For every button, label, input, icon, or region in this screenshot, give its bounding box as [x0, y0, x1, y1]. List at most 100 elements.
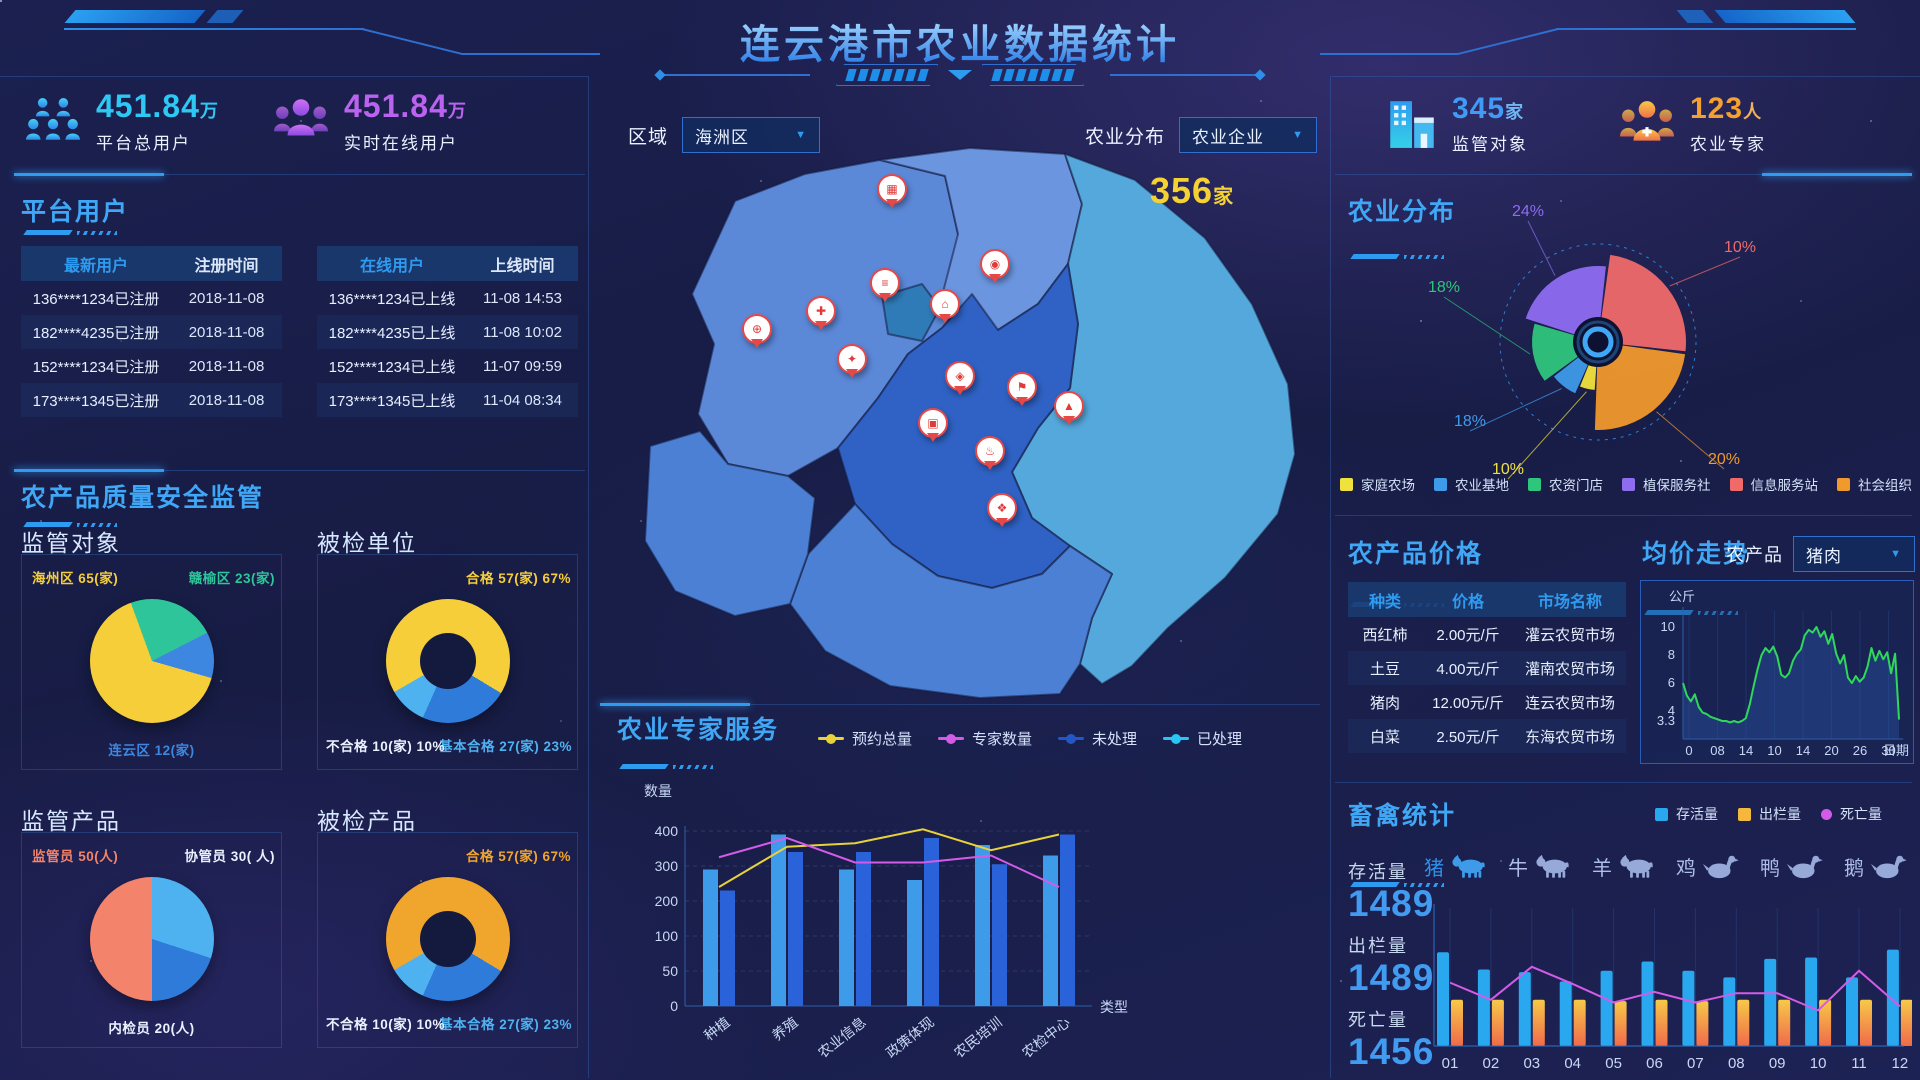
chart-box: 海州区 65(家) 赣榆区 23(家) 连云区 12(家): [21, 554, 282, 770]
map-marker[interactable]: ❖: [987, 493, 1017, 523]
legend-item-信息服务站[interactable]: 信息服务站: [1729, 474, 1818, 494]
svg-text:6: 6: [1668, 675, 1675, 690]
pie-label: 基本合格 27(家) 23%: [438, 739, 572, 754]
pie-label: 监管员 50(人): [32, 849, 119, 864]
legend-label: 死亡量: [1840, 806, 1882, 822]
table-row: 136****1234已注册 2018-11-08: [32, 289, 265, 308]
legend-item-死亡量[interactable]: 死亡量: [1821, 804, 1882, 824]
stat-value: 123: [1690, 92, 1744, 125]
region-select-value: 海洲区: [695, 127, 750, 147]
divider-vertical-left: [588, 76, 589, 1078]
marker-glyph-icon: ▲: [1063, 399, 1075, 413]
product-select[interactable]: 猪肉 ▼: [1793, 536, 1915, 572]
distribution-select[interactable]: 农业企业 ▼: [1179, 117, 1318, 153]
chevron-down-icon: ▼: [1890, 548, 1902, 560]
map-marker[interactable]: ⌂: [930, 289, 960, 319]
legend-item-专家数量[interactable]: 专家数量: [938, 728, 1032, 749]
pie-label: 合格 57(家) 67%: [465, 571, 571, 586]
animal-label: 猪: [1424, 858, 1444, 880]
corner-bracket: [317, 832, 333, 848]
legend-item-已处理[interactable]: 已处理: [1163, 728, 1242, 749]
section-title-livestock: 畜禽统计: [1348, 802, 1457, 830]
region-select[interactable]: 海洲区 ▼: [682, 117, 821, 153]
监管产品-pie: [89, 877, 214, 1001]
map-marker[interactable]: ✦: [837, 344, 867, 374]
map-marker[interactable]: ✚: [806, 296, 836, 326]
svg-text:06: 06: [1646, 1055, 1663, 1072]
table-row: 西红柿 2.00元/斤 灌云农贸市场: [1362, 626, 1615, 644]
table-header: 种类 价格 市场名称: [1348, 582, 1626, 617]
experts-icon: [1620, 100, 1674, 141]
animal-label: 牛: [1508, 858, 1528, 880]
divider-right-stats: [1335, 173, 1912, 176]
map-marker[interactable]: ▦: [877, 174, 907, 204]
map-marker[interactable]: ♨: [975, 436, 1005, 466]
animal-label: 鸡: [1676, 858, 1696, 880]
users-group-icon: [26, 98, 80, 140]
animal-猪[interactable]: 猪: [1424, 852, 1488, 881]
map-marker[interactable]: ▲: [1054, 391, 1084, 421]
legend-item-未处理[interactable]: 未处理: [1058, 728, 1137, 749]
legend-item-家庭农场[interactable]: 家庭农场: [1340, 474, 1415, 494]
svg-text:03: 03: [1523, 1055, 1540, 1072]
animal-selector: 猪 牛 羊鸡 鸭鹅: [1424, 852, 1908, 881]
animal-牛-icon: [1534, 853, 1572, 880]
map-marker[interactable]: ◉: [980, 249, 1010, 279]
chart-box: 监管员 50(人) 协管员 30( 人) 内检员 20(人): [21, 832, 282, 1048]
map-marker[interactable]: ▣: [918, 408, 948, 438]
map-marker[interactable]: ≡: [870, 268, 900, 298]
legend-item-预约总量[interactable]: 预约总量: [818, 728, 912, 749]
corner-bracket: [266, 754, 282, 770]
animal-猪-icon: [1450, 853, 1488, 880]
chart-subtitle: 监管产品: [21, 808, 121, 834]
animal-羊[interactable]: 羊: [1592, 852, 1656, 881]
section-title-expert: 农业专家服务: [617, 716, 780, 744]
corner-bracket: [266, 1032, 282, 1048]
region-map: ▦ ◉ ≡ ⌂ ✚ ⊕ ✦ ◈ ⚑ ▲ ▣ ♨ ❖: [640, 146, 1320, 700]
legend-item-农业基地[interactable]: 农业基地: [1434, 474, 1509, 494]
corner-bracket: [21, 1032, 37, 1048]
pie-label: 赣榆区 23(家): [188, 571, 275, 586]
animal-牛[interactable]: 牛: [1508, 852, 1572, 881]
table-newest-users: 最新用户 注册时间 136****1234已注册 2018-11-08 182**…: [21, 246, 282, 417]
legend-item-出栏量[interactable]: 出栏量: [1738, 804, 1801, 824]
legend-item-社会组织[interactable]: 社会组织: [1837, 474, 1912, 494]
legend-item-存活量[interactable]: 存活量: [1655, 804, 1718, 824]
pie-label: 协管员 30( 人): [184, 849, 275, 864]
legend-swatch: [1528, 477, 1541, 491]
title-underline: [1642, 608, 1738, 616]
animal-鸭[interactable]: 鸭: [1760, 852, 1824, 881]
chevron-down-icon: ▼: [795, 129, 808, 141]
map-marker[interactable]: ◈: [945, 361, 975, 391]
animal-羊-icon: [1618, 853, 1656, 880]
pie-label: 合格 57(家) 67%: [465, 849, 571, 864]
table-online-users: 在线用户 上线时间 136****1234已上线 11-08 14:53 182*…: [317, 246, 578, 417]
stat-online-users: 451.84万 实时在线用户: [274, 88, 466, 154]
svg-text:农业信息: 农业信息: [815, 1014, 869, 1061]
legend-label: 社会组织: [1858, 478, 1912, 493]
pie-label: 内检员 20(人): [108, 1021, 195, 1036]
legend-item-农资门店[interactable]: 农资门店: [1528, 474, 1603, 494]
expert-chart-legend: 预约总量 专家数量 未处理 已处理: [818, 728, 1242, 749]
legend-label: 家庭农场: [1361, 478, 1415, 493]
divider-right-2: [1335, 782, 1912, 783]
svg-text:0: 0: [1685, 743, 1692, 758]
animal-鸡-icon: [1702, 853, 1740, 880]
map-count: 356家: [1150, 170, 1235, 211]
header-wing-left: [660, 74, 810, 76]
animal-鹅[interactable]: 鹅: [1844, 852, 1908, 881]
svg-text:8: 8: [1668, 647, 1675, 662]
legend-item-植保服务社[interactable]: 植保服务社: [1622, 474, 1711, 494]
map-marker[interactable]: ⊕: [742, 314, 772, 344]
svg-text:18%: 18%: [1454, 413, 1486, 430]
animal-鸡[interactable]: 鸡: [1676, 852, 1740, 881]
stat-label: 监管对象: [1452, 135, 1528, 154]
map-marker[interactable]: ⚑: [1007, 372, 1037, 402]
corner-bracket: [21, 754, 37, 770]
marker-glyph-icon: ⌂: [941, 297, 949, 311]
corner-bracket: [562, 754, 578, 770]
stat-value: 451.84: [96, 88, 200, 124]
quality-chart-card: 监管产品监管员 50(人) 协管员 30( 人) 内检员 20(人): [21, 802, 282, 1048]
